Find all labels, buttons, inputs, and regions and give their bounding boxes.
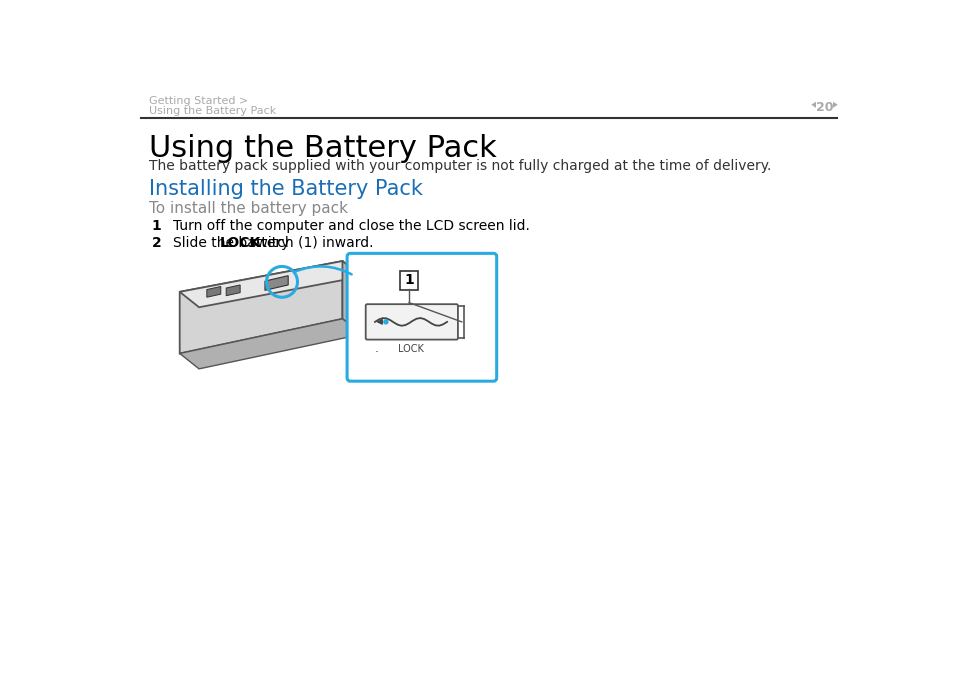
Polygon shape — [207, 286, 220, 297]
FancyArrowPatch shape — [295, 266, 352, 274]
Polygon shape — [810, 102, 815, 108]
Text: switch (1) inward.: switch (1) inward. — [245, 236, 373, 249]
Text: Turn off the computer and close the LCD screen lid.: Turn off the computer and close the LCD … — [173, 218, 530, 233]
Polygon shape — [265, 276, 288, 290]
Text: 20: 20 — [815, 101, 832, 114]
Text: The battery pack supplied with your computer is not fully charged at the time of: The battery pack supplied with your comp… — [149, 160, 770, 173]
Circle shape — [383, 319, 388, 325]
Text: To install the battery pack: To install the battery pack — [149, 201, 347, 216]
Text: Getting Started >: Getting Started > — [149, 96, 248, 106]
Text: Using the Battery Pack: Using the Battery Pack — [149, 134, 496, 163]
Text: 1: 1 — [152, 218, 161, 233]
FancyBboxPatch shape — [365, 304, 457, 340]
Polygon shape — [342, 261, 361, 334]
Text: Installing the Battery Pack: Installing the Battery Pack — [149, 179, 422, 199]
Polygon shape — [832, 102, 837, 108]
Text: Slide the battery: Slide the battery — [173, 236, 294, 249]
Polygon shape — [179, 261, 342, 353]
FancyBboxPatch shape — [347, 253, 497, 381]
Polygon shape — [226, 285, 240, 296]
FancyArrowPatch shape — [377, 319, 382, 324]
Polygon shape — [179, 319, 361, 369]
Text: LOCK: LOCK — [397, 344, 423, 354]
Text: Using the Battery Pack: Using the Battery Pack — [149, 106, 275, 117]
Text: 1: 1 — [404, 274, 414, 287]
Text: .: . — [375, 342, 378, 355]
FancyBboxPatch shape — [399, 271, 418, 290]
Polygon shape — [179, 261, 361, 307]
Text: LOCK: LOCK — [220, 236, 261, 249]
Text: 2: 2 — [152, 236, 161, 249]
